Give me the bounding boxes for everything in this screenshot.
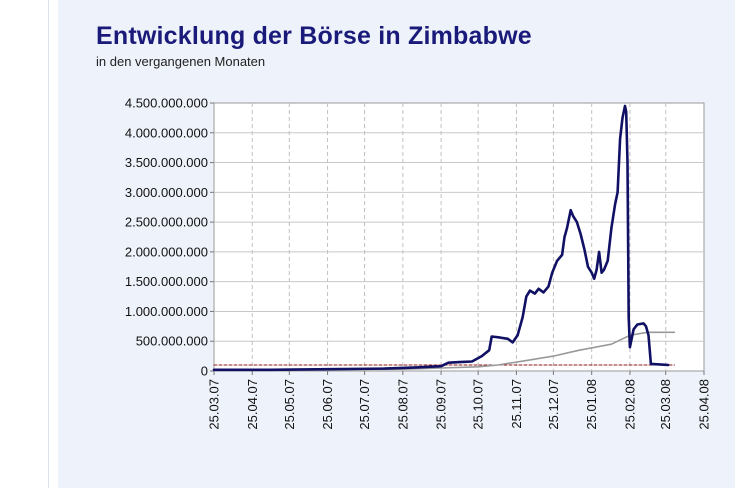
- y-tick-label: 1.000.000.000: [125, 304, 208, 319]
- left-margin-strip: [0, 0, 49, 488]
- x-tick-label: 25.04.08: [697, 379, 712, 430]
- x-tick-label: 25.02.08: [622, 379, 637, 430]
- y-tick-label: 500.000.000: [136, 334, 208, 349]
- x-tick-label: 25.07.07: [357, 379, 372, 430]
- x-axis-ticks: 25.03.07 25.04.07 25.05.07 25.06.07 25.07.07…: [207, 371, 712, 430]
- y-tick-label: 3.000.000.000: [125, 185, 208, 200]
- x-tick-label: 25.03.08: [658, 379, 673, 430]
- y-tick-label: 1.500.000.000: [125, 274, 208, 289]
- y-tick-label: 0: [201, 364, 208, 379]
- y-tick-label: 2.000.000.000: [125, 244, 208, 259]
- series-line-main: [212, 104, 670, 372]
- x-tick-label: 25.01.08: [584, 379, 599, 430]
- x-tick-label: 25.09.07: [434, 379, 449, 430]
- grid-lines: [214, 103, 704, 371]
- x-tick-label: 25.04.07: [245, 379, 260, 430]
- x-tick-label: 25.03.07: [207, 379, 222, 430]
- x-tick-label: 25.12.07: [546, 379, 561, 430]
- y-axis-ticks: 0 500.000.000 1.000.000.000 1.500.000.000 2.…: [125, 96, 214, 379]
- x-tick-label: 25.06.07: [320, 379, 335, 430]
- plot-area: [213, 102, 705, 372]
- chart-subtitle: in den vergangenen Monaten: [96, 54, 266, 69]
- x-tick-label: 25.05.07: [282, 379, 297, 430]
- y-tick-label: 4.000.000.000: [125, 125, 208, 140]
- y-tick-label: 4.500.000.000: [125, 96, 208, 111]
- y-tick-label: 2.500.000.000: [125, 215, 208, 230]
- x-tick-label: 25.10.07: [471, 379, 486, 430]
- series-group: [212, 104, 676, 372]
- x-tick-label: 25.08.07: [395, 379, 410, 430]
- chart-title: Entwicklung der Börse in Zimbabwe: [96, 22, 532, 50]
- x-tick-label: 25.11.07: [509, 379, 524, 429]
- y-tick-label: 3.500.000.000: [125, 155, 208, 170]
